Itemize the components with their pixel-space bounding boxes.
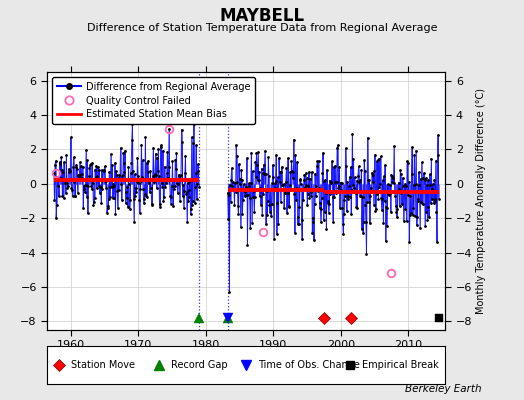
Text: Difference of Station Temperature Data from Regional Average: Difference of Station Temperature Data f… <box>87 23 437 33</box>
Y-axis label: Monthly Temperature Anomaly Difference (°C): Monthly Temperature Anomaly Difference (… <box>476 88 486 314</box>
Legend: Difference from Regional Average, Quality Control Failed, Estimated Station Mean: Difference from Regional Average, Qualit… <box>52 77 255 124</box>
Text: Berkeley Earth: Berkeley Earth <box>406 384 482 394</box>
Text: MAYBELL: MAYBELL <box>220 7 304 25</box>
Text: Time of Obs. Change: Time of Obs. Change <box>258 360 360 370</box>
Text: Station Move: Station Move <box>71 360 135 370</box>
Text: Record Gap: Record Gap <box>171 360 227 370</box>
Text: Empirical Break: Empirical Break <box>362 360 439 370</box>
